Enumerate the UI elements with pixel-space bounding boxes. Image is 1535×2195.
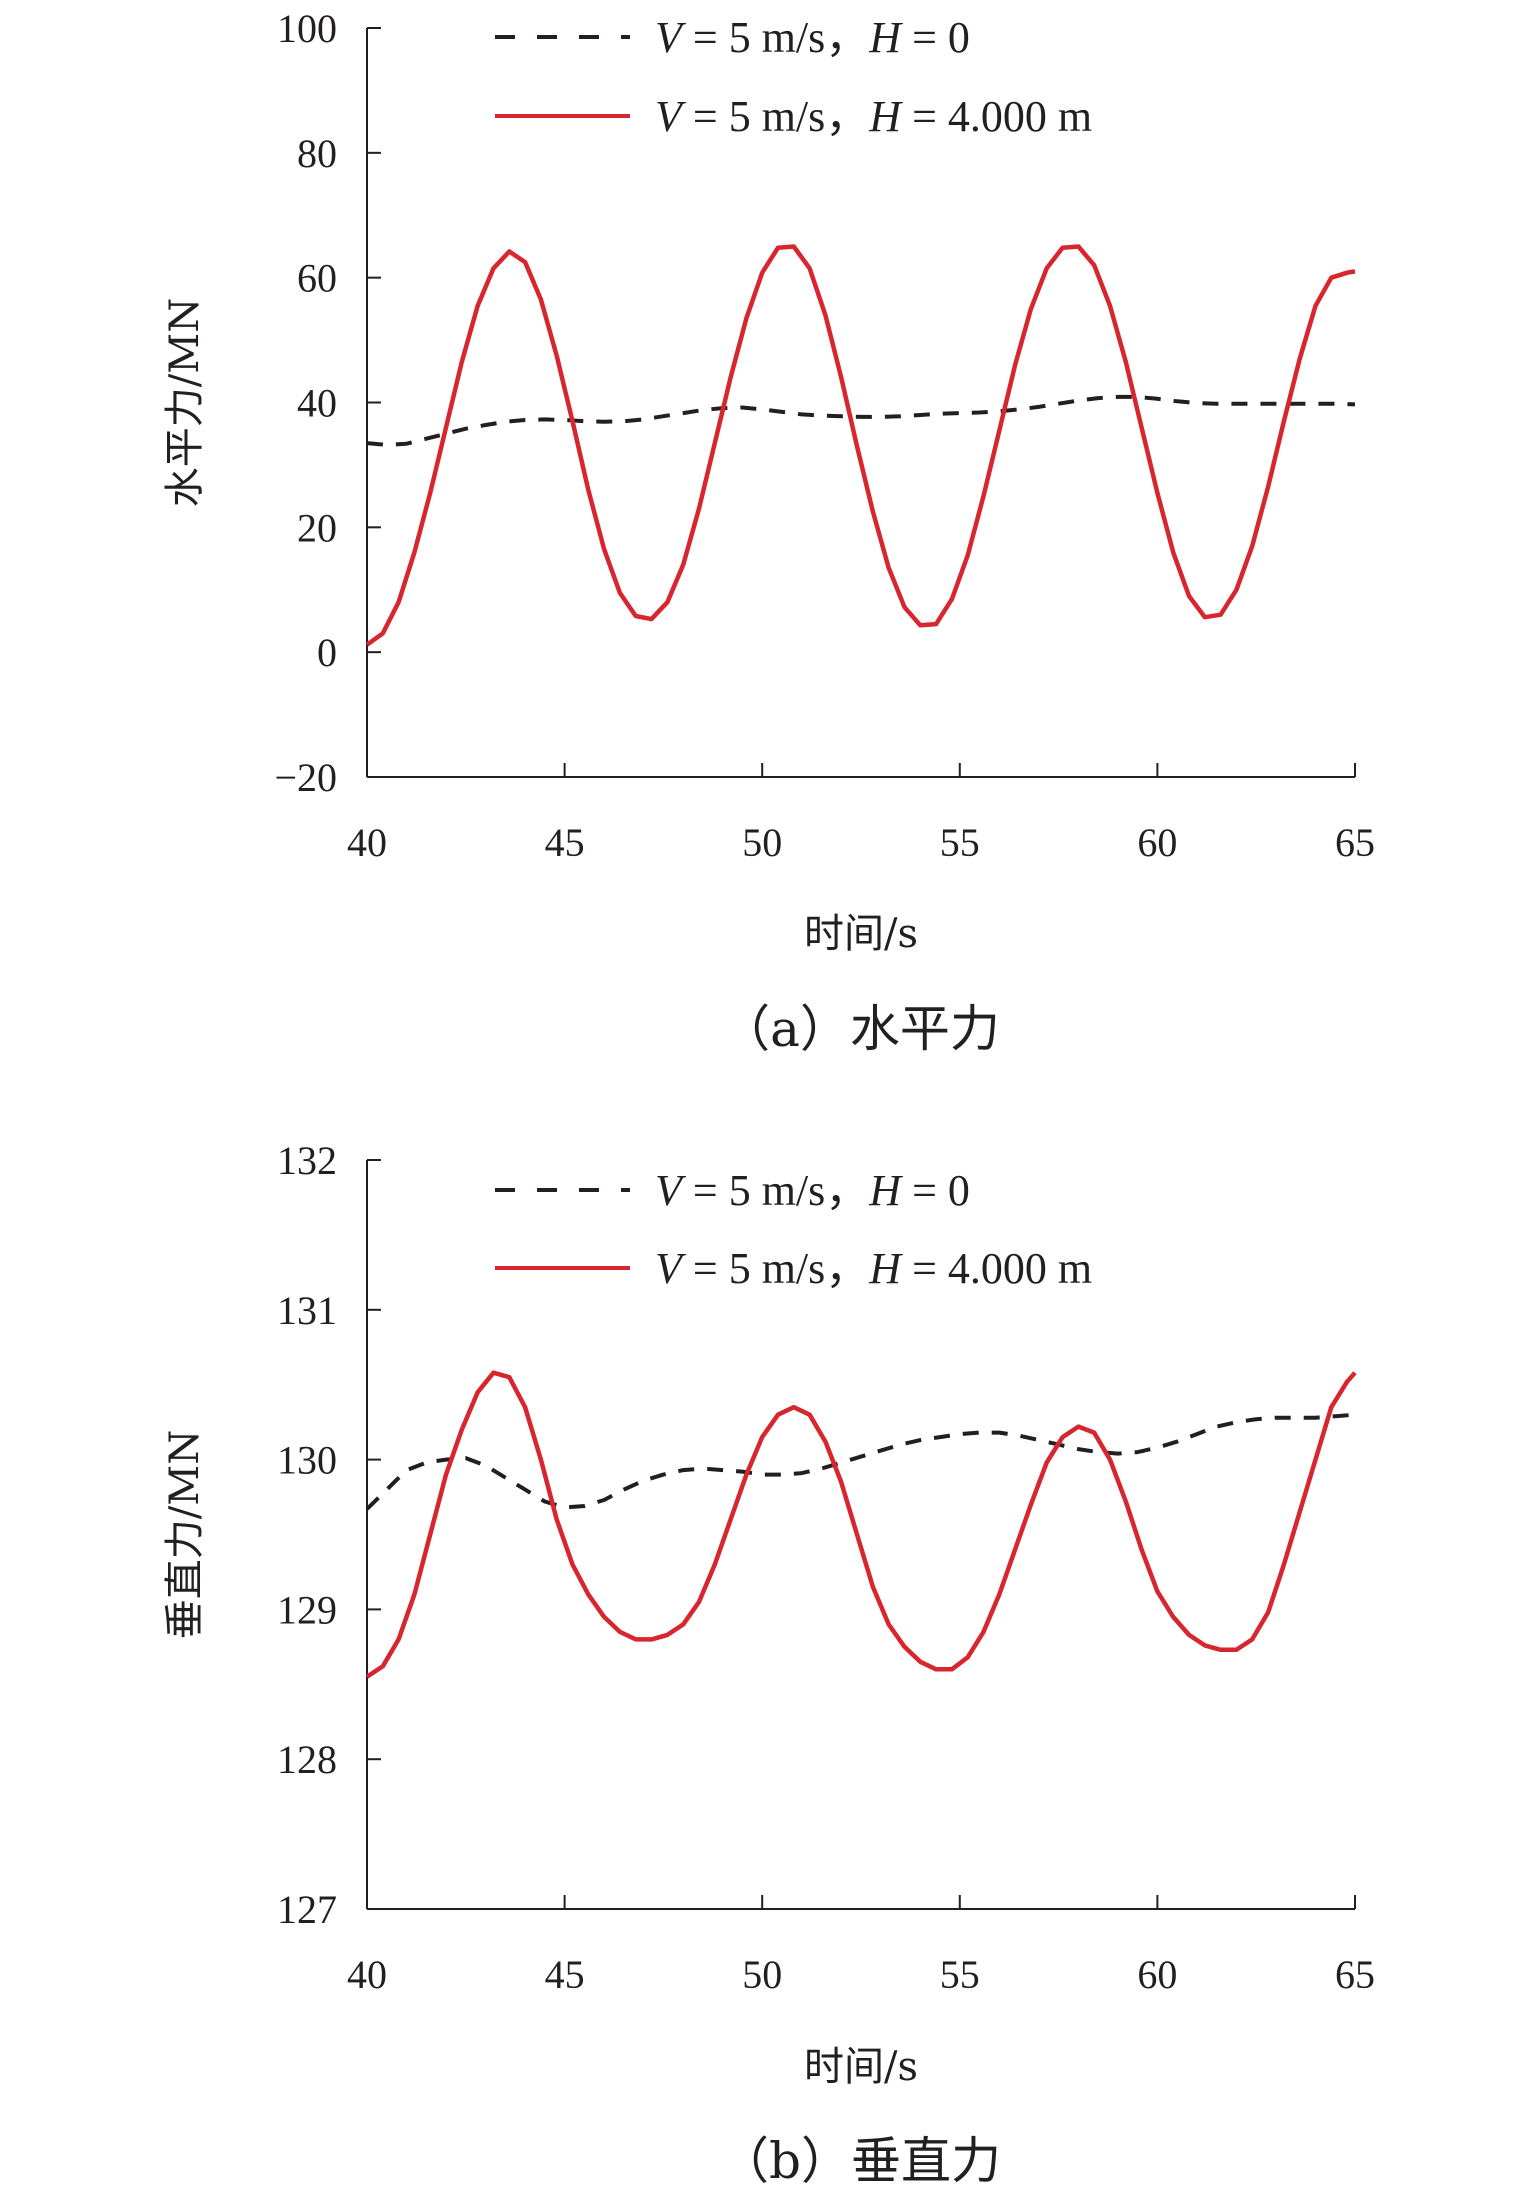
y-axis-title: 水平力/MN — [162, 298, 208, 507]
x-tick-label: 60 — [1137, 820, 1177, 865]
legend-text-v: = 5 m/s， — [682, 92, 869, 141]
legend-var-v: V — [655, 1244, 687, 1293]
legend-var-h: H — [868, 13, 903, 62]
legend-text-v: = 5 m/s， — [682, 1244, 869, 1293]
y-tick-label: 132 — [277, 1138, 337, 1183]
legend-var-h: H — [868, 92, 903, 141]
legend-label: V = 5 m/s，H = 0 — [655, 1166, 970, 1215]
series-line-h0 — [366, 394, 1356, 447]
series-line-h0 — [365, 1412, 1356, 1511]
y-tick-label: 0 — [317, 630, 337, 675]
legend-var-h: H — [868, 1244, 903, 1293]
x-tick-label: 65 — [1335, 820, 1375, 865]
legend-label: V = 5 m/s，H = 0 — [655, 13, 970, 62]
legend-text-h: = 4.000 m — [901, 1244, 1092, 1293]
legend-var-h: H — [868, 1166, 903, 1215]
y-tick-label: 127 — [277, 1887, 337, 1932]
x-axis-title: 时间/s — [804, 2044, 918, 2090]
legend-text-h: = 4.000 m — [901, 92, 1092, 141]
legend-var-v: V — [655, 1166, 687, 1215]
y-tick-label: 40 — [297, 381, 337, 426]
y-axis-title: 垂直力/MN — [162, 1430, 208, 1639]
x-axis-title: 时间/s — [804, 911, 918, 957]
legend-text-h: = 0 — [901, 13, 970, 62]
y-tick-label: 80 — [297, 131, 337, 176]
y-tick-label: −20 — [274, 755, 337, 800]
y-tick-label: 20 — [297, 505, 337, 550]
y-tick-label: 128 — [277, 1737, 337, 1782]
legend-var-v: V — [655, 13, 687, 62]
x-tick-label: 45 — [545, 1952, 585, 1997]
series-line-h4 — [365, 1370, 1357, 1679]
chart-panel-b: 127 128 129 130 131 132 40 45 50 55 60 65 时间/s 垂直力/MN… — [162, 1138, 1375, 2190]
y-tick-label: 131 — [277, 1288, 337, 1333]
legend-text-h: = 0 — [901, 1166, 970, 1215]
y-tick-label: 60 — [297, 256, 337, 301]
y-tick-label: 130 — [277, 1438, 337, 1483]
legend-text-v: = 5 m/s， — [682, 13, 869, 62]
x-tick-label: 55 — [940, 1952, 980, 1997]
x-tick-label: 45 — [545, 820, 585, 865]
legend-label: V = 5 m/s，H = 4.000 m — [655, 92, 1092, 141]
chart-panel-a: −20 0 20 40 60 80 100 40 45 50 55 60 65 时间/s 水平力/MN （a）… — [162, 6, 1375, 1058]
y-tick-label: 100 — [277, 6, 337, 51]
x-tick-label: 60 — [1137, 1952, 1177, 1997]
legend-label: V = 5 m/s，H = 4.000 m — [655, 1244, 1092, 1293]
x-tick-label: 40 — [347, 820, 387, 865]
panel-caption: （a）水平力 — [720, 1000, 1000, 1058]
y-tick-label: 129 — [277, 1587, 337, 1632]
legend-text-v: = 5 m/s， — [682, 1166, 869, 1215]
series-line-h4 — [365, 244, 1356, 647]
x-tick-label: 65 — [1335, 1952, 1375, 1997]
x-tick-label: 40 — [347, 1952, 387, 1997]
legend-var-v: V — [655, 92, 687, 141]
panel-caption: （b）垂直力 — [719, 2132, 1001, 2190]
x-tick-label: 55 — [940, 820, 980, 865]
x-tick-label: 50 — [742, 820, 782, 865]
x-tick-label: 50 — [742, 1952, 782, 1997]
